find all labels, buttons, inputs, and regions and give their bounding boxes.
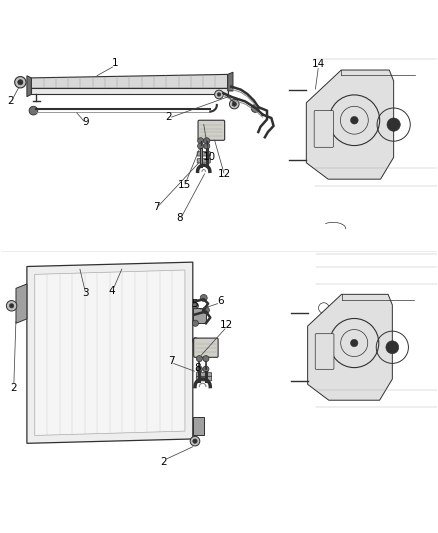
FancyBboxPatch shape <box>197 152 210 156</box>
Circle shape <box>18 79 23 85</box>
Circle shape <box>251 104 259 112</box>
Text: 6: 6 <box>217 296 224 306</box>
Text: 12: 12 <box>220 320 233 330</box>
Text: 2: 2 <box>166 112 172 122</box>
FancyBboxPatch shape <box>198 120 225 140</box>
Text: 5: 5 <box>192 298 198 309</box>
Circle shape <box>232 102 237 106</box>
Polygon shape <box>27 262 193 443</box>
Circle shape <box>198 143 204 149</box>
Text: 2: 2 <box>160 457 167 467</box>
Circle shape <box>192 303 198 309</box>
Text: 10: 10 <box>203 152 216 163</box>
Circle shape <box>192 338 198 344</box>
Circle shape <box>204 138 210 144</box>
FancyBboxPatch shape <box>197 159 210 163</box>
FancyBboxPatch shape <box>196 373 212 377</box>
Text: 8: 8 <box>195 363 201 373</box>
Polygon shape <box>306 70 394 179</box>
Text: 1: 1 <box>112 59 118 68</box>
Polygon shape <box>193 308 206 323</box>
Polygon shape <box>307 294 392 400</box>
Circle shape <box>203 366 209 372</box>
Circle shape <box>204 143 210 149</box>
FancyBboxPatch shape <box>196 376 212 381</box>
Text: 7: 7 <box>168 356 174 366</box>
Text: 15: 15 <box>177 180 191 190</box>
Circle shape <box>230 99 239 109</box>
Circle shape <box>200 294 207 302</box>
Text: 14: 14 <box>312 59 325 69</box>
Text: 2: 2 <box>7 96 14 107</box>
Polygon shape <box>31 88 228 94</box>
Text: 8: 8 <box>177 214 183 223</box>
Polygon shape <box>228 72 233 91</box>
Circle shape <box>7 301 17 311</box>
Circle shape <box>350 116 358 124</box>
Text: 2: 2 <box>11 383 17 393</box>
FancyBboxPatch shape <box>314 111 333 147</box>
FancyBboxPatch shape <box>194 338 218 357</box>
Circle shape <box>196 356 202 362</box>
Text: 9: 9 <box>82 117 89 126</box>
Circle shape <box>10 304 14 308</box>
Circle shape <box>387 118 400 131</box>
Text: 4: 4 <box>109 286 115 295</box>
Circle shape <box>14 77 26 88</box>
Circle shape <box>386 341 399 354</box>
Polygon shape <box>193 417 204 434</box>
Circle shape <box>202 306 209 313</box>
FancyBboxPatch shape <box>315 334 334 369</box>
Circle shape <box>203 356 209 362</box>
Circle shape <box>215 90 223 99</box>
Polygon shape <box>35 270 185 435</box>
Circle shape <box>29 106 38 115</box>
Circle shape <box>192 320 198 326</box>
Polygon shape <box>16 284 27 323</box>
Circle shape <box>193 439 197 443</box>
Circle shape <box>190 437 200 446</box>
Text: 7: 7 <box>153 201 159 212</box>
Circle shape <box>196 366 202 372</box>
Text: 12: 12 <box>218 169 231 179</box>
Circle shape <box>198 138 204 144</box>
Polygon shape <box>31 75 228 88</box>
Circle shape <box>217 93 221 96</box>
Polygon shape <box>27 76 31 96</box>
Text: 3: 3 <box>82 288 89 298</box>
Circle shape <box>350 340 358 347</box>
